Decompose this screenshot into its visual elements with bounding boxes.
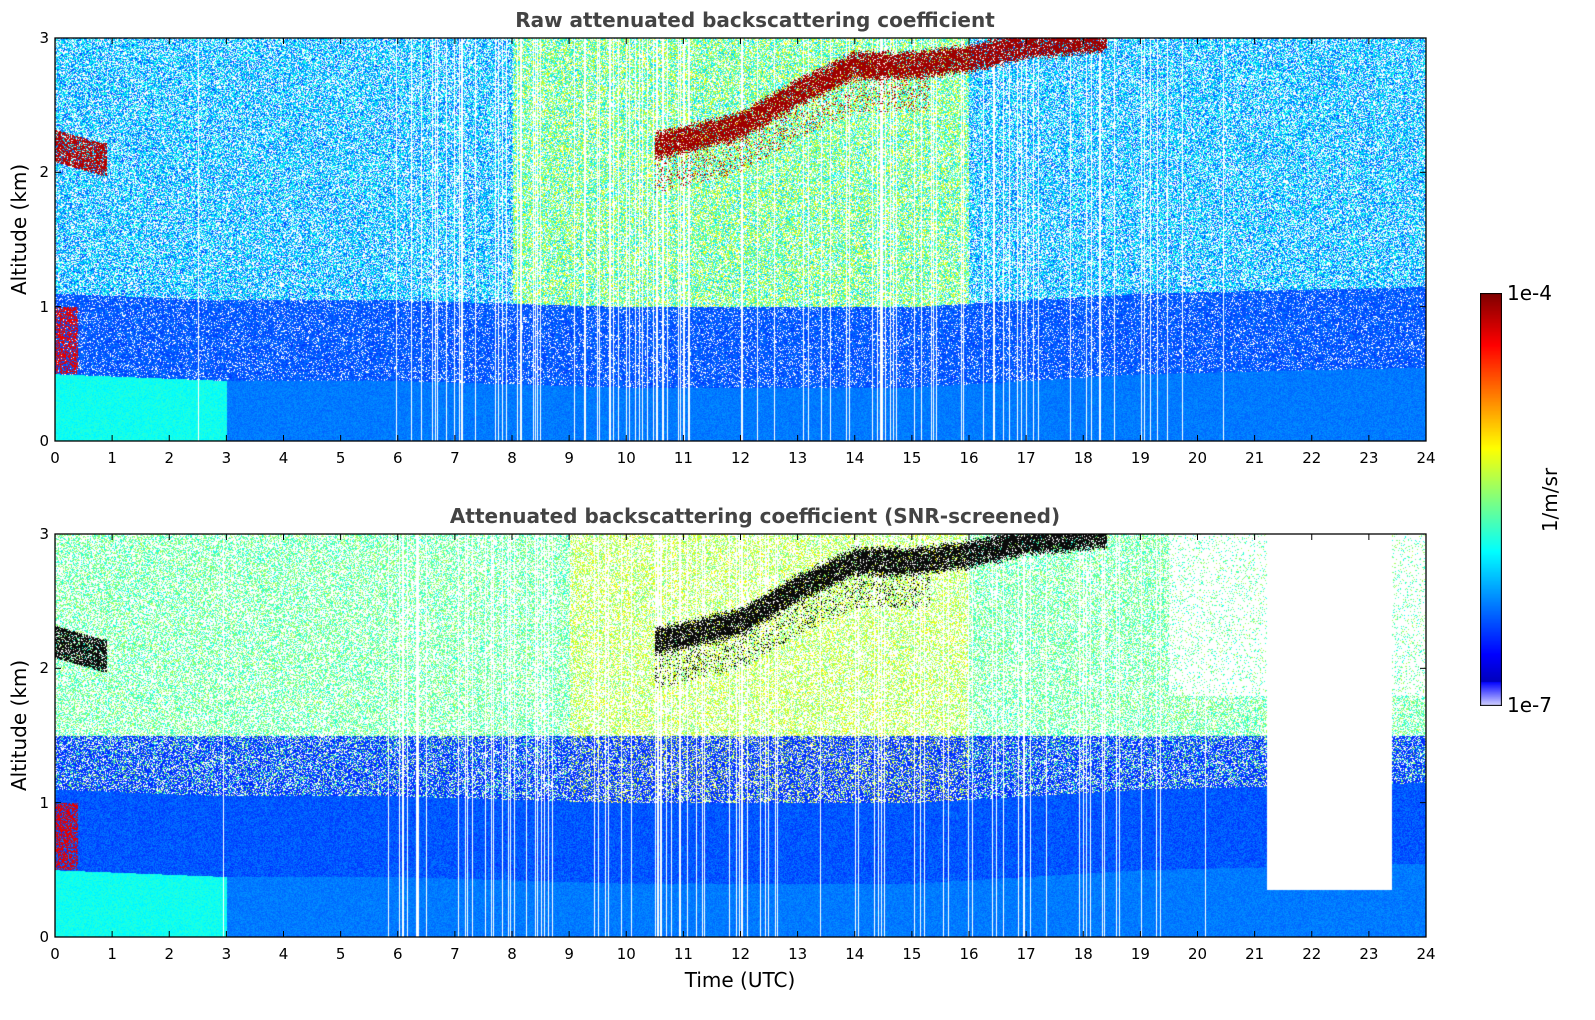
panel2-xtick-label: 17 xyxy=(1016,945,1036,963)
panel2-xtick-label: 7 xyxy=(450,945,460,963)
panel1-xtick-label: 14 xyxy=(845,449,865,467)
panel2-xtick-label: 3 xyxy=(221,945,232,963)
panel2-xtick-label: 4 xyxy=(278,945,289,963)
panel1-xtick-label: 3 xyxy=(221,449,232,467)
panel2-xtick-label: 19 xyxy=(1130,945,1150,963)
panel1-xtick-label: 20 xyxy=(1187,449,1208,467)
panel2-xtick-label: 23 xyxy=(1359,945,1379,963)
panel2-ytick-label: 1 xyxy=(39,793,49,812)
panel2-heatmap xyxy=(55,534,1426,937)
panel1-xtick-label: 15 xyxy=(902,449,922,467)
colorbar xyxy=(1480,293,1502,706)
panel1-xtick-label: 1 xyxy=(107,449,117,467)
panel2-xtick-label: 1 xyxy=(107,945,117,963)
panel2-ytick-label: 3 xyxy=(39,525,49,543)
panel1-xtick-label: 10 xyxy=(616,449,636,467)
panel2-title: Attenuated backscattering coefficient (S… xyxy=(449,504,1061,528)
panel1-ytick-label: 0 xyxy=(39,432,49,450)
panel1-xtick-label: 2 xyxy=(164,449,175,467)
panel2-ytick-label: 2 xyxy=(39,659,49,678)
panel1-xtick-label: 6 xyxy=(392,449,403,467)
panel1-ytick-label: 2 xyxy=(39,163,49,182)
panel2-xtick-label: 10 xyxy=(616,945,636,963)
panel2-xtick-label: 21 xyxy=(1245,945,1265,963)
panel1-title: Raw attenuated backscattering coefficien… xyxy=(515,8,995,32)
panel2-xtick-label: 14 xyxy=(845,945,865,963)
panel1-xtick-label: 12 xyxy=(730,449,751,467)
panel1-xtick-label: 9 xyxy=(564,449,574,467)
panel1-xtick-label: 7 xyxy=(450,449,460,467)
panel1-xtick-label: 11 xyxy=(673,449,693,467)
panel1-xtick-label: 5 xyxy=(335,449,346,467)
colorbar-unit-label: 1/m/sr xyxy=(1538,467,1562,533)
panel1-xtick-label: 0 xyxy=(50,449,60,467)
panel2-xtick-label: 9 xyxy=(564,945,574,963)
panel2-xtick-label: 5 xyxy=(335,945,346,963)
panel1-xtick-label: 21 xyxy=(1245,449,1265,467)
panel1-xtick-label: 13 xyxy=(788,449,808,467)
panel1-ylabel: Altitude (km) xyxy=(7,163,31,295)
panel1-ytick-label: 1 xyxy=(39,297,49,316)
panel2-xtick-label: 12 xyxy=(730,945,751,963)
panel1-xtick-label: 19 xyxy=(1130,449,1150,467)
panel2-xtick-label: 18 xyxy=(1073,945,1093,963)
panel1-xtick-label: 23 xyxy=(1359,449,1379,467)
panel1-xtick-label: 22 xyxy=(1302,449,1322,467)
panel1-xtick-label: 4 xyxy=(278,449,289,467)
panel2-xtick-label: 8 xyxy=(507,945,517,963)
panel1-xtick-label: 24 xyxy=(1416,449,1436,467)
panel2-xtick-label: 6 xyxy=(392,945,403,963)
panel1-xtick-label: 18 xyxy=(1073,449,1093,467)
colorbar-min-label: 1e-7 xyxy=(1507,693,1552,717)
panel2-xlabel: Time (UTC) xyxy=(684,968,796,992)
panel2-xtick-label: 20 xyxy=(1187,945,1208,963)
panel2-ylabel: Altitude (km) xyxy=(7,659,31,791)
panel2-xtick-label: 16 xyxy=(959,945,979,963)
panel1-ytick-label: 3 xyxy=(39,29,49,47)
panel2-xtick-label: 15 xyxy=(902,945,922,963)
panel2-xtick-label: 2 xyxy=(164,945,175,963)
colorbar-max-label: 1e-4 xyxy=(1507,281,1552,305)
panel2-xtick-label: 0 xyxy=(50,945,60,963)
panel1-heatmap xyxy=(55,38,1426,441)
panel1-xtick-label: 8 xyxy=(507,449,517,467)
panel2-xtick-label: 13 xyxy=(788,945,808,963)
panel2-xtick-label: 11 xyxy=(673,945,693,963)
panel2-xtick-label: 24 xyxy=(1416,945,1436,963)
panel2-xtick-label: 22 xyxy=(1302,945,1322,963)
panel2-ytick-label: 0 xyxy=(39,928,49,946)
panel1-xtick-label: 16 xyxy=(959,449,979,467)
panel1-xtick-label: 17 xyxy=(1016,449,1036,467)
